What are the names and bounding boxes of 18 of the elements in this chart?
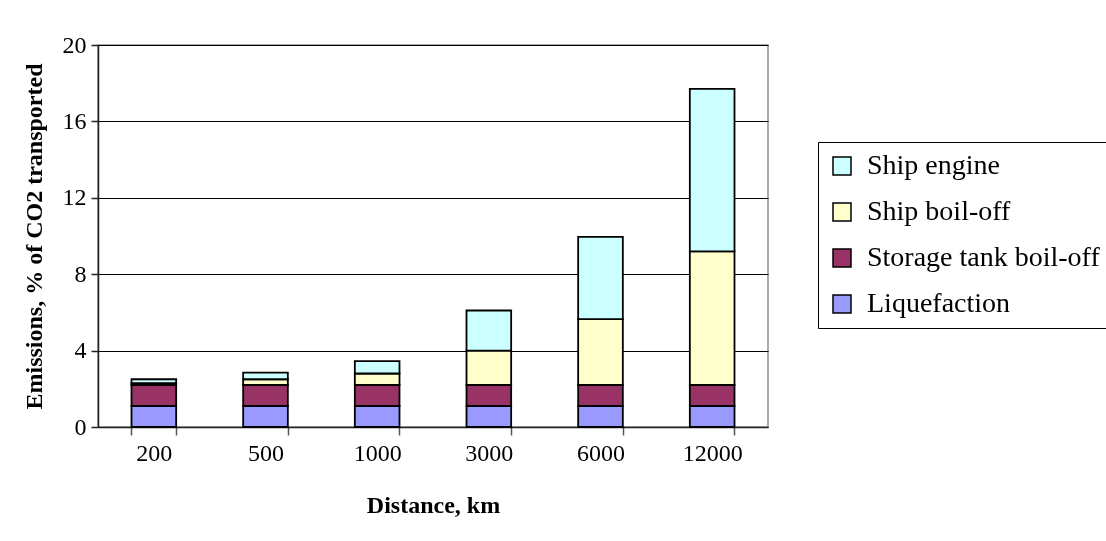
x-tick-label: 500 — [248, 439, 284, 466]
x-tick-label: 1000 — [353, 439, 402, 466]
y-tick-label: 8 — [74, 260, 87, 287]
y-tick-label: 16 — [62, 107, 87, 134]
legend-label: Ship boil-off — [867, 195, 1012, 226]
x-tick-label: 12000 — [682, 439, 743, 466]
legend-label: Storage tank boil-off — [867, 241, 1101, 272]
x-tick-label: 6000 — [577, 439, 625, 466]
y-tick-label: 20 — [62, 31, 87, 58]
y-tick-label: 4 — [74, 337, 87, 364]
legend-label: Ship engine — [867, 149, 1000, 180]
x-tick-label: 200 — [136, 439, 173, 466]
x-axis-title: Distance, km — [366, 491, 501, 518]
legend-label: Liquefaction — [867, 287, 1011, 318]
x-tick-label: 3000 — [465, 439, 514, 466]
y-tick-label: 0 — [74, 413, 87, 440]
y-axis-title: Emissions, % of CO2 transported — [20, 62, 47, 410]
y-tick-label: 12 — [62, 184, 87, 211]
